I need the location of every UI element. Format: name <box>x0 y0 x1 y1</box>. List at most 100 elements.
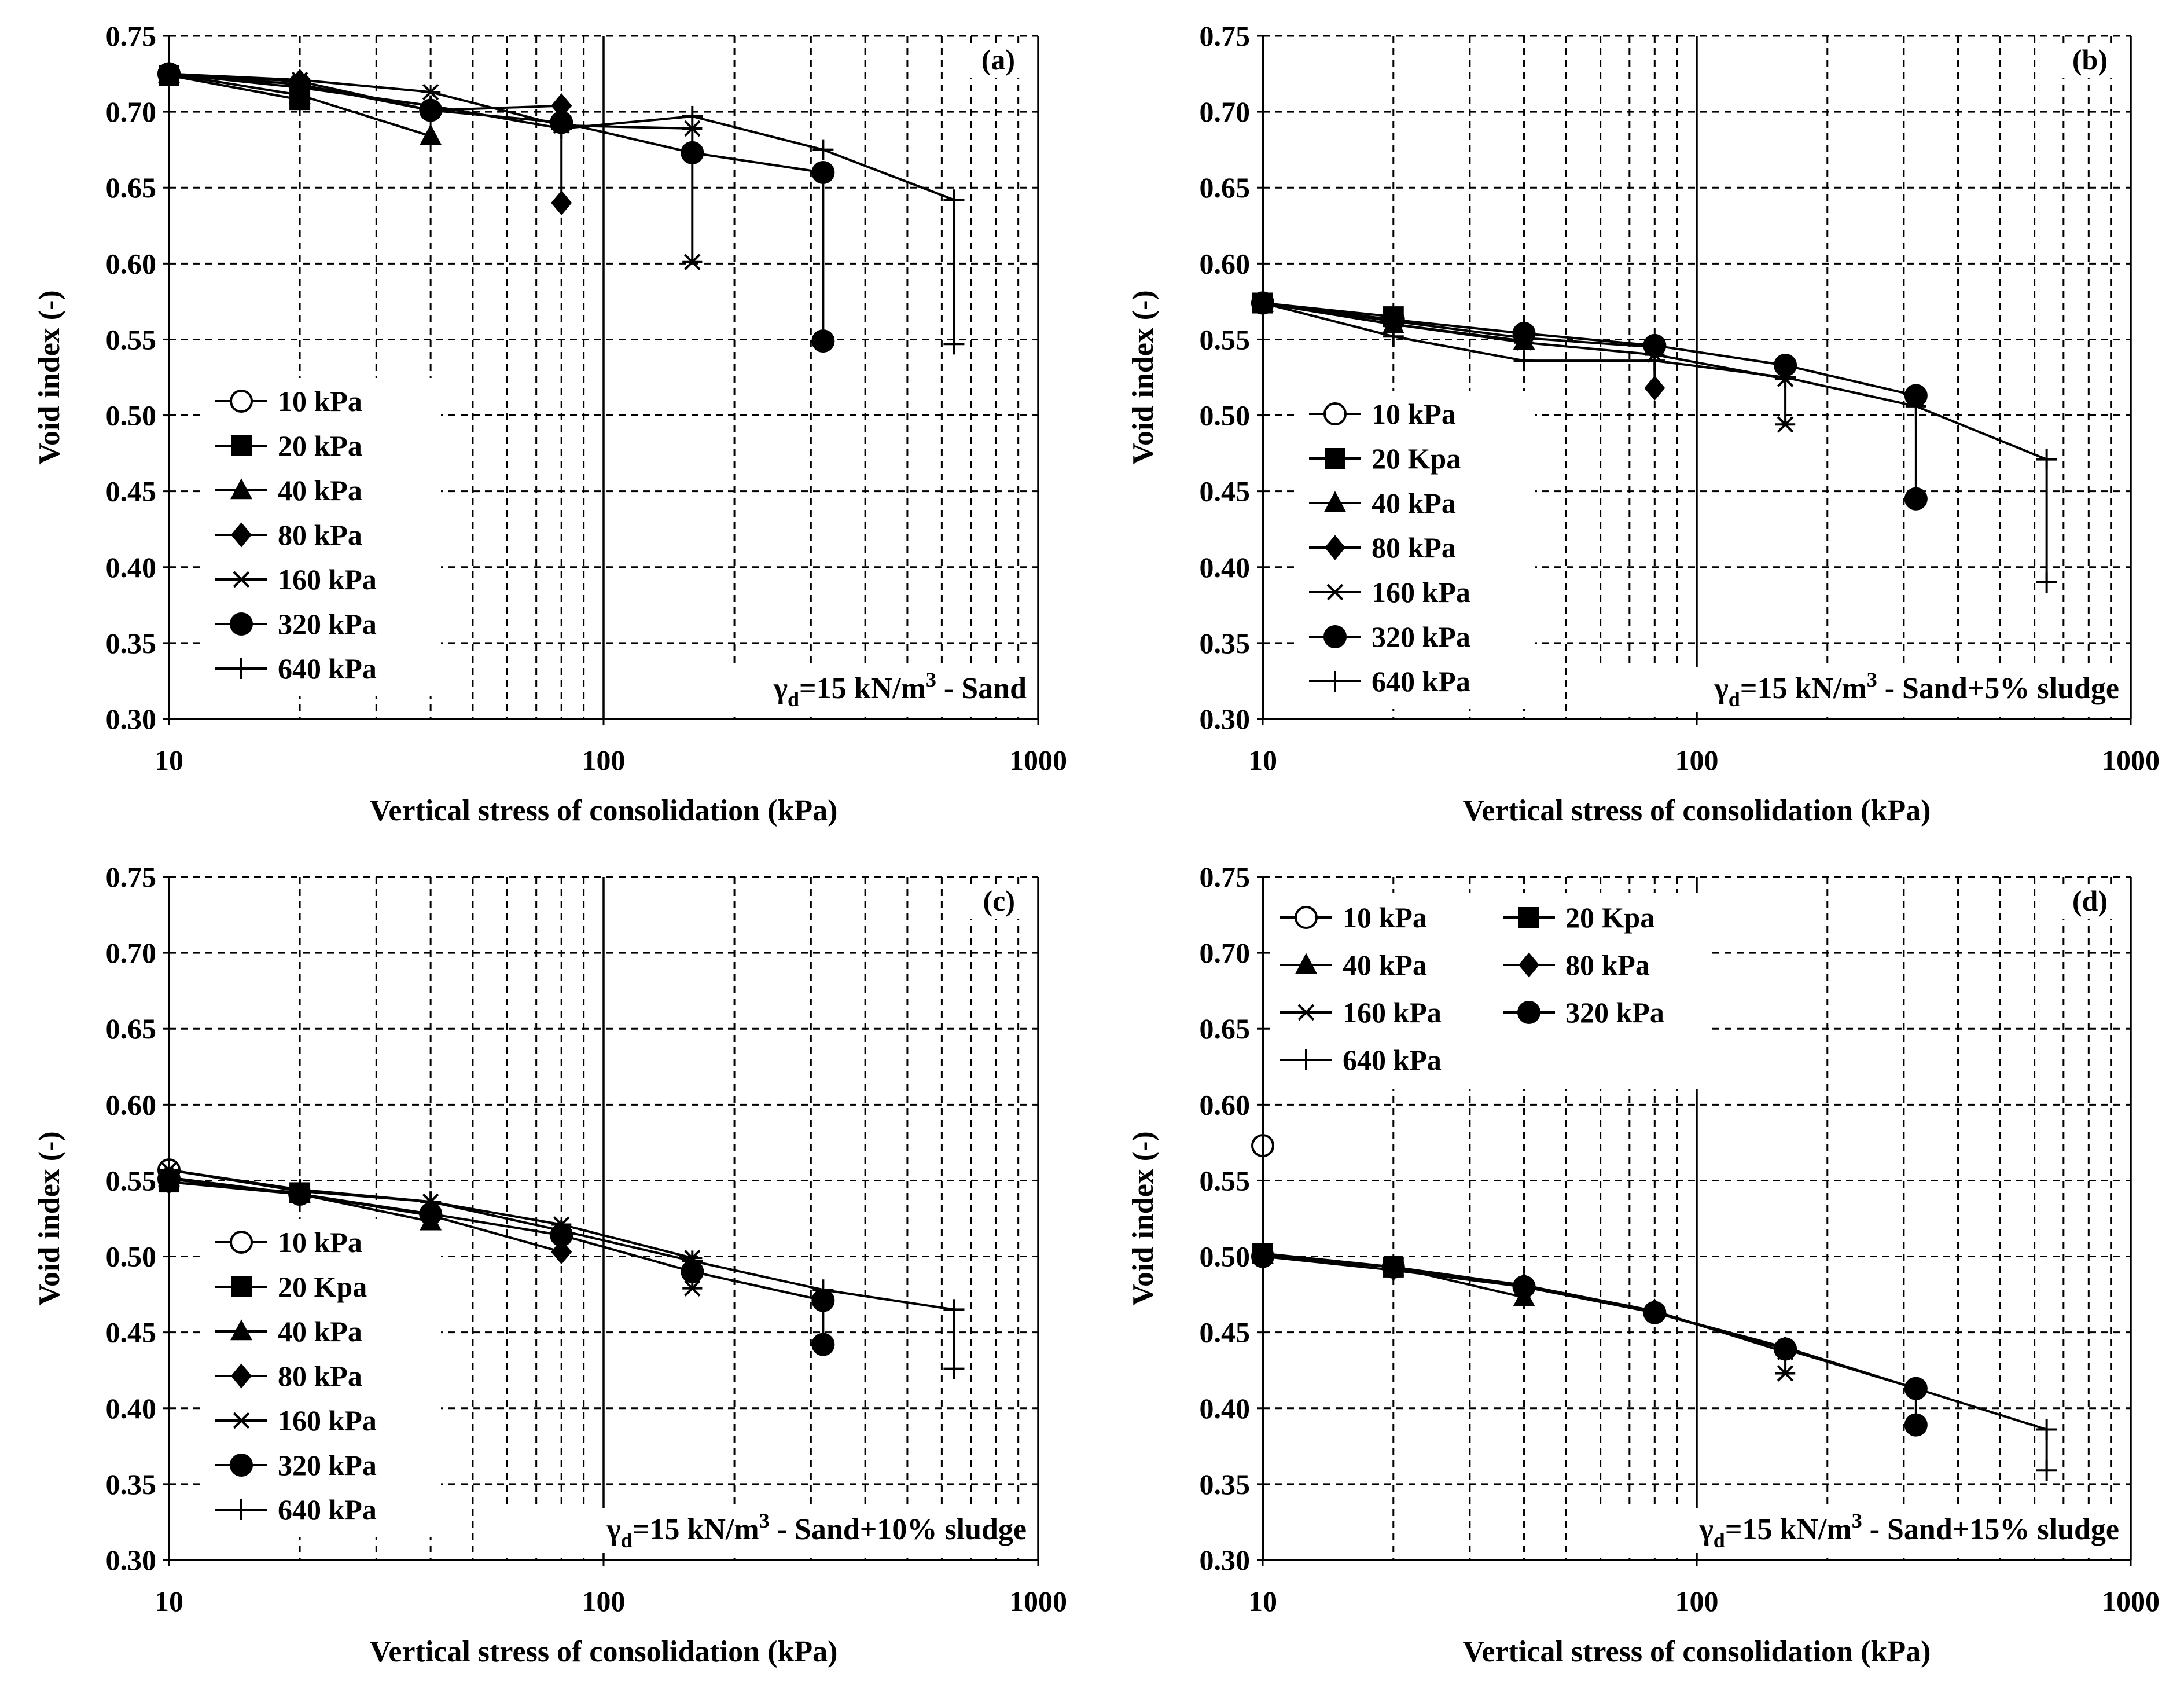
data-point-marker <box>1644 375 1665 401</box>
annotation: γd=15 kN/m3 - Sand+10% sludge <box>506 1508 1032 1553</box>
series-640-kpa <box>159 1159 965 1379</box>
legend-marker <box>230 1231 253 1254</box>
y-tick-label: 0.40 <box>1200 551 1251 583</box>
legend-background <box>1271 893 1711 1089</box>
panel-label: (d) <box>2072 884 2108 917</box>
legend-marker <box>1296 1049 1317 1070</box>
x-tick-label: 1000 <box>1009 1585 1067 1617</box>
legend-marker <box>1295 953 1317 974</box>
legend-item: 160 kPa <box>1309 576 1470 608</box>
legend-marker <box>231 1412 252 1429</box>
data-point-marker <box>2036 1460 2057 1481</box>
y-tick-label: 0.40 <box>1200 1392 1251 1425</box>
legend-label: 80 kPa <box>1565 949 1650 981</box>
y-tick-label: 0.35 <box>106 627 157 659</box>
y-tick-label: 0.40 <box>106 551 157 583</box>
y-tick-label: 0.65 <box>1200 1012 1251 1045</box>
series-320-kpa <box>1251 1245 1928 1437</box>
y-tick-label: 0.50 <box>1200 399 1251 432</box>
series-640-kpa <box>1252 1246 2057 1481</box>
data-point-marker <box>811 161 835 184</box>
annotation-background <box>1598 667 2125 712</box>
data-point-marker <box>1904 1413 1928 1437</box>
series-320-kpa <box>157 62 835 353</box>
legend-item: 80 kPa <box>1503 949 1650 981</box>
legend-label: 640 kPa <box>1343 1044 1442 1076</box>
grid <box>169 35 1038 719</box>
legend-marker <box>230 390 253 413</box>
x-tick-label: 100 <box>582 1585 626 1617</box>
legend-item: 40 kPa <box>1280 949 1427 981</box>
y-tick-label: 0.75 <box>1200 861 1251 893</box>
annotation-background <box>1598 1508 2125 1553</box>
legend-item: 80 kPa <box>215 519 362 551</box>
legend-item: 640 kPa <box>215 652 377 685</box>
legend: 10 kPa 20 Kpa 40 kPa 80 kPa 160 kPa 320 kPa 64… <box>1297 391 1535 709</box>
data-point-marker <box>1644 350 1665 372</box>
y-axis-title: Void index (-) <box>33 290 66 464</box>
data-point-marker <box>1513 1276 1535 1297</box>
y-tick-label: 0.45 <box>106 1316 157 1349</box>
x-tick-label: 10 <box>155 744 183 776</box>
x-tick-label: 1000 <box>1009 744 1067 776</box>
data-point-marker <box>943 1358 965 1379</box>
legend-item: 80 kPa <box>1309 531 1456 564</box>
data-point-marker <box>1905 1378 1926 1399</box>
legend-marker <box>230 478 252 500</box>
x-tick-label: 10 <box>1248 744 1277 776</box>
legend-item: 320 kPa <box>1309 621 1470 653</box>
legend-label: 320 kPa <box>1565 996 1664 1029</box>
data-point-marker <box>1775 416 1796 433</box>
data-point-marker <box>682 120 703 137</box>
legend-marker <box>231 435 252 456</box>
y-tick-label: 0.50 <box>1200 1240 1251 1273</box>
x-axis-title: Vertical stress of consolidation (kPa) <box>370 794 838 827</box>
legend-label: 640 kPa <box>1372 665 1470 698</box>
y-tick-label: 0.70 <box>106 96 157 128</box>
y-tick-label: 0.50 <box>106 1240 157 1273</box>
legend-label: 40 kPa <box>278 1315 362 1348</box>
series-320-kpa <box>1251 291 1928 511</box>
annotation-background <box>506 1508 1032 1553</box>
data-point-marker <box>1644 1302 1665 1323</box>
grid <box>1263 35 2131 719</box>
y-tick-label: 0.70 <box>1200 96 1251 128</box>
legend-marker <box>231 571 252 588</box>
y-tick-label: 0.40 <box>106 1392 157 1425</box>
data-point-marker <box>2036 572 2057 593</box>
legend-item: 40 kPa <box>1309 487 1456 519</box>
annotation-text: γd=15 kN/m3 - Sand+5% sludge <box>1714 668 2119 711</box>
legend-marker <box>230 1319 252 1341</box>
legend-label: 20 kPa <box>278 430 362 462</box>
y-axis-title: Void index (-) <box>1127 290 1160 464</box>
y-tick-label: 0.30 <box>1200 1544 1251 1576</box>
legend-item: 160 kPa <box>215 1404 377 1437</box>
legend-label: 20 Kpa <box>1565 901 1654 934</box>
series-line <box>1262 1255 1917 1390</box>
data-point-marker <box>1775 1365 1796 1382</box>
legend-item: 40 kPa <box>215 1315 362 1348</box>
data-point-marker <box>943 1299 965 1320</box>
legend-label: 160 kPa <box>278 1404 377 1437</box>
series-line <box>1262 1255 1655 1312</box>
annotation-text: γd=15 kN/m3 - Sand+10% sludge <box>606 1509 1027 1552</box>
y-tick-label: 0.55 <box>1200 323 1251 355</box>
legend-label: 10 kPa <box>1372 398 1456 430</box>
chart-panel-2: 10 kPa 20 Kpa 40 kPa 80 kPa 160 kPa 320 kPa 64… <box>1127 20 2160 827</box>
legend-label: 80 kPa <box>278 1360 362 1392</box>
x-tick-label: 10 <box>1248 1585 1277 1617</box>
data-point-marker <box>1775 367 1796 388</box>
y-tick-label: 0.65 <box>106 171 157 204</box>
data-point-marker <box>682 105 703 127</box>
y-tick-label: 0.45 <box>106 475 157 508</box>
legend-label: 10 kPa <box>278 1226 362 1258</box>
legend-label: 40 kPa <box>278 474 362 506</box>
series-line <box>168 1177 823 1302</box>
x-axis-title: Vertical stress of consolidation (kPa) <box>1463 1635 1931 1668</box>
legend-marker <box>1295 906 1318 929</box>
y-tick-label: 0.30 <box>106 1544 157 1576</box>
annotation: γd=15 kN/m3 - Sand+5% sludge <box>1598 667 2125 712</box>
x-tick-label: 1000 <box>2102 1585 2160 1617</box>
data-point-marker <box>1383 1260 1404 1281</box>
